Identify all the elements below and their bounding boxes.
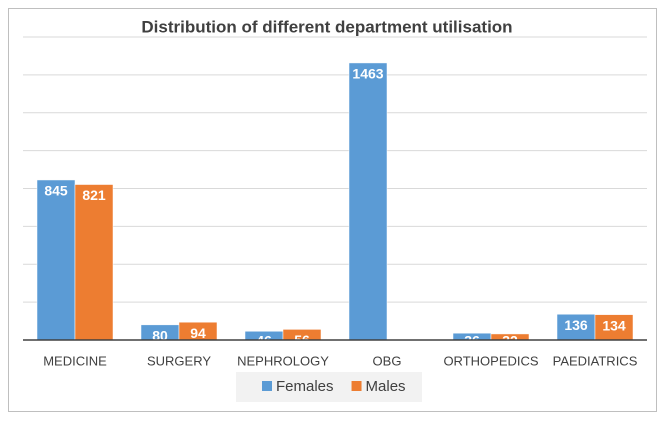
x-tick-label: SURGERY (147, 353, 211, 368)
chart-frame (8, 8, 657, 412)
data-label: 1463 (352, 66, 383, 82)
bar (74, 184, 114, 341)
x-tick-label: OBG (373, 353, 402, 368)
x-tick-label: NEPHROLOGY (237, 353, 329, 368)
legend-label: Males (366, 378, 406, 395)
x-tick-label: MEDICINE (43, 353, 107, 368)
data-label: 94 (190, 325, 206, 341)
bar (348, 62, 388, 341)
data-label: 80 (152, 328, 168, 344)
legend-swatch (262, 381, 272, 391)
data-label: 821 (82, 187, 106, 203)
data-label: 136 (564, 317, 588, 333)
legend-label: Females (276, 378, 334, 395)
data-label: 845 (44, 183, 68, 199)
bar (594, 314, 634, 341)
chart-title: Distribution of different department uti… (141, 17, 512, 36)
data-label: 134 (602, 317, 626, 333)
x-tick-label: PAEDIATRICS (553, 353, 638, 368)
bar (36, 179, 76, 341)
legend-swatch (351, 381, 362, 391)
x-tick-label: ORTHOPEDICS (443, 353, 538, 368)
